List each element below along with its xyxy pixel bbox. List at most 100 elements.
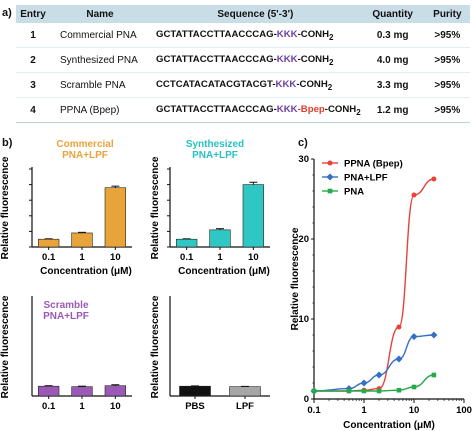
series-line [313, 334, 434, 392]
data-point [360, 379, 368, 387]
legend-marker [326, 173, 334, 181]
cell-quantity: 4.0 mg [360, 47, 425, 73]
x-tick-label: 0.1 [307, 405, 321, 416]
x-tick-label: 1 [361, 405, 367, 416]
x-axis-label: Concentration (μM) [343, 420, 435, 431]
bar [71, 386, 93, 397]
x-tick-label: 1 [217, 252, 223, 263]
x-tick-label: 1 [79, 252, 85, 263]
x-tick-label: LPF [236, 401, 254, 412]
y-tick-label: 20 [298, 234, 309, 245]
y-axis-label: Relative fluorescence [150, 156, 161, 259]
bar-chart-controls: Relative fluorescence PBS LPF [150, 295, 270, 412]
y-tick-label: 0 [304, 394, 309, 405]
seq-main: GCTATTACCTTAACCCAG- [156, 53, 277, 65]
data-point [396, 324, 402, 330]
cell-purity: >95% [424, 72, 470, 98]
seq-subscript: 2 [356, 107, 361, 117]
data-point [361, 388, 367, 394]
seq-bpep: -Bpep [297, 103, 325, 115]
seq-end: -CONH [296, 78, 328, 90]
seq-subscript: 2 [329, 32, 334, 42]
cell-entry: 2 [16, 47, 50, 73]
bar [209, 229, 231, 248]
bar [38, 385, 60, 397]
x-tick-label: 10 [409, 405, 420, 416]
data-point [376, 388, 382, 394]
seq-main: GCTATTACCTTAACCCAG- [156, 28, 277, 40]
x-tick-label: 0.1 [180, 252, 194, 263]
bar [229, 386, 261, 397]
line-chart-dose-response: Relative fluorescence 0 10 20 30 0.1 1 10 100 Con… [290, 154, 472, 431]
bar [71, 232, 93, 248]
legend-label: PNA [344, 187, 364, 198]
data-point [311, 388, 317, 394]
panel-label-a: a) [2, 7, 12, 19]
peptide-table: Entry Name Sequence (5'-3') Quantity Pur… [16, 5, 470, 123]
bar [179, 385, 211, 397]
x-tick-label: PBS [185, 401, 205, 412]
cell-name: Synthesized PNA [50, 47, 150, 73]
table-row: 3 Scramble PNA CCTCATACATACGTACGT-KKK-CONH… [16, 72, 470, 98]
y-axis-label: Relative fluorescence [0, 295, 11, 398]
y-axis-label: Relative fluorescence [150, 295, 161, 398]
x-tick-label: 0.1 [42, 401, 56, 412]
seq-kkk: KKK [276, 28, 298, 40]
cell-quantity: 0.3 mg [360, 23, 425, 48]
y-tick-label: 30 [298, 154, 309, 165]
x-tick-label: 10 [110, 252, 121, 263]
cell-sequence: GCTATTACCTTAACCCAG-KKK-Bpep-CONH2 [150, 97, 361, 123]
legend-marker [327, 160, 333, 166]
data-point [411, 384, 417, 390]
cell-entry: 1 [16, 23, 50, 48]
x-tick-label: 10 [110, 401, 121, 412]
table-row: 2 Synthesized PNA GCTATTACCTTAACCCAG-KKK-C… [16, 47, 470, 73]
cell-quantity: 1.2 mg [360, 97, 425, 123]
chart-title: PNA+LPF [62, 150, 108, 161]
bar [104, 385, 126, 397]
table-row: 4 PPNA (Bpep) GCTATTACCTTAACCCAG-KKK-Bpep-… [16, 97, 470, 123]
cell-entry: 4 [16, 97, 50, 123]
data-point [375, 371, 383, 379]
data-point [411, 192, 417, 198]
bar [104, 187, 126, 248]
seq-kkk: KKK [276, 53, 298, 65]
seq-kkk: KKK [276, 103, 298, 115]
x-tick-label: 1 [79, 401, 85, 412]
cell-name: Commercial PNA [50, 23, 150, 48]
seq-subscript: 2 [327, 82, 333, 92]
data-point [431, 176, 437, 182]
cell-quantity: 3.3 mg [360, 72, 425, 98]
x-axis-label: Concentration (μM) [40, 266, 132, 277]
chart-title: PNA+LPF [192, 150, 238, 161]
bar [38, 238, 60, 248]
x-tick-label: 0.1 [42, 252, 56, 263]
y-axis-label: Relative fluorescence [0, 156, 11, 259]
table-body: 1 Commercial PNA GCTATTACCTTAACCCAG-KKK-CO… [16, 23, 470, 123]
chart-title: Commercial [56, 139, 113, 150]
cell-name: PPNA (Bpep) [50, 97, 150, 123]
seq-end: -CONH [324, 103, 357, 115]
header-name: Name [50, 5, 150, 23]
header-quantity: Quantity [360, 5, 425, 23]
legend-label: PNA+LPF [344, 173, 388, 184]
data-point [410, 333, 418, 341]
data-point [346, 388, 352, 394]
y-tick-label: 10 [298, 314, 309, 325]
seq-main: CCTCATACATACGTACGT- [156, 78, 276, 90]
chart-title: Synthesized [186, 139, 244, 150]
header-sequence: Sequence (5'-3') [150, 5, 361, 23]
table-row: 1 Commercial PNA GCTATTACCTTAACCCAG-KKK-CO… [16, 23, 470, 48]
cell-sequence: GCTATTACCTTAACCCAG-KKK-CONH2 [150, 47, 361, 73]
legend-marker [327, 188, 333, 194]
panel-label-c: c) [298, 137, 308, 149]
bar [242, 184, 264, 248]
seq-main: GCTATTACCTTAACCCAG- [156, 103, 277, 115]
cell-name: Scramble PNA [50, 72, 150, 98]
cell-entry: 3 [16, 72, 50, 98]
x-axis-label: Concentration (μM) [178, 266, 270, 277]
seq-end: -CONH [297, 53, 330, 65]
